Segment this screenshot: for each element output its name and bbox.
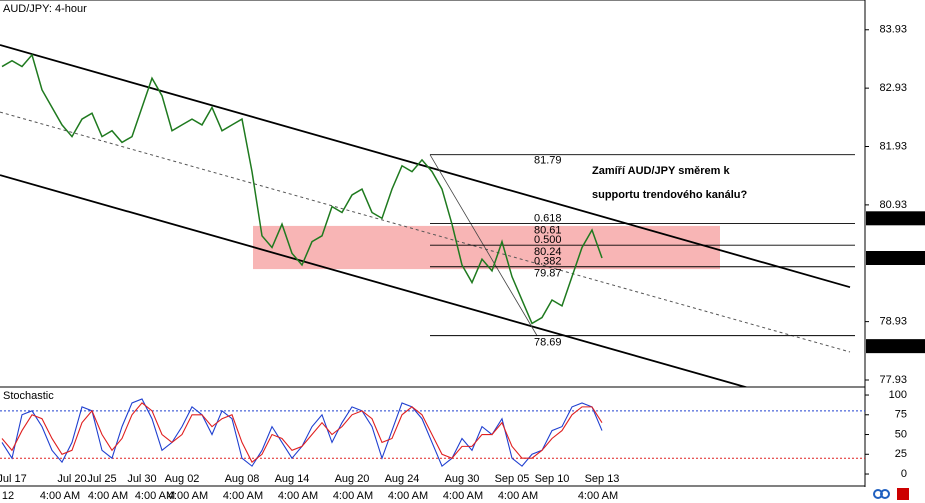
x-tick-label: Aug 20: [335, 473, 370, 485]
x-tick-label: Aug 24: [385, 473, 420, 485]
fib-price: 78.69: [534, 337, 562, 349]
x-tick-label: Sep 13: [585, 473, 620, 485]
time-label: 4:00 AM: [223, 490, 263, 502]
x-tick-label: Aug 14: [275, 473, 310, 485]
close-icon[interactable]: [897, 488, 909, 500]
annotation: supportu trendového kanálu?: [592, 189, 748, 201]
annotation: Zamíří AUD/JPY směrem k: [592, 165, 730, 177]
x-tick-label: Jul 25: [87, 473, 116, 485]
icons[interactable]: [873, 488, 909, 500]
fib-ratio: 0.500: [534, 234, 562, 246]
time-label: 4:00 AM: [168, 490, 208, 502]
time-label: 4:00 AM: [578, 490, 618, 502]
time-label: 4:00 AM: [278, 490, 318, 502]
x-tick-label: Aug 30: [445, 473, 480, 485]
time-label: 4:00 AM: [88, 490, 128, 502]
y-tick-label: 82.93: [879, 82, 907, 94]
data-line: [1, 53, 603, 325]
price-tag-label: 78.51: [893, 340, 921, 352]
time-label: 4:00 AM: [135, 490, 175, 502]
fib-ratio: 0.382: [534, 256, 562, 268]
y-tick-label: 77.93: [879, 374, 907, 386]
price-tag-label: 80.02: [893, 252, 921, 264]
time-label: 12: [2, 490, 14, 502]
chart-title: AUD/JPY: 4-hour: [3, 3, 87, 15]
panel-title: Stochastic: [3, 390, 54, 402]
y-tick-label: 50: [895, 428, 907, 440]
x-tick-label: Aug 02: [165, 473, 200, 485]
y-tick-label: 100: [889, 389, 907, 401]
stochastic-panel: [0, 398, 865, 468]
y-tick-label: 83.93: [879, 24, 907, 36]
link-icon[interactable]: [880, 489, 890, 499]
y-tick-label: 75: [895, 409, 907, 421]
time-label: 4:00 AM: [333, 490, 373, 502]
y-tick-label: 80.93: [879, 199, 907, 211]
channel-line: [0, 44, 851, 289]
time-label: 4:00 AM: [443, 490, 483, 502]
price-tag-label: 80.70: [893, 212, 921, 224]
x-tick-label: Jul 17: [0, 473, 27, 485]
time-label: 4:00 AM: [40, 490, 80, 502]
y-tick-label: 81.93: [879, 140, 907, 152]
y-tick-label: 78.93: [879, 316, 907, 328]
price-tag: [866, 339, 925, 354]
time-label: 4:00 AM: [498, 490, 538, 502]
fib-price: 79.87: [534, 268, 562, 280]
price-panel: [0, 44, 855, 387]
fib-price: 80.61: [534, 224, 562, 236]
data-line: [1, 402, 603, 464]
fib-price: 81.79: [534, 155, 562, 167]
x-tick-label: Aug 08: [225, 473, 260, 485]
x-tick-label: Sep 10: [535, 473, 570, 485]
channel-line: [0, 174, 749, 387]
y-tick-label: 25: [895, 448, 907, 460]
x-tick-label: Jul 30: [127, 473, 156, 485]
x-tick-label: Jul 20: [57, 473, 86, 485]
price-tag: [866, 251, 925, 265]
fib-ratio: 0.618: [534, 212, 562, 224]
x-tick-label: Sep 05: [495, 473, 530, 485]
price-tag: [866, 211, 925, 226]
zone: [253, 225, 720, 270]
y-tick-label: 0: [901, 468, 907, 480]
fib-price: 80.24: [534, 246, 562, 258]
time-label: 4:00 AM: [388, 490, 428, 502]
